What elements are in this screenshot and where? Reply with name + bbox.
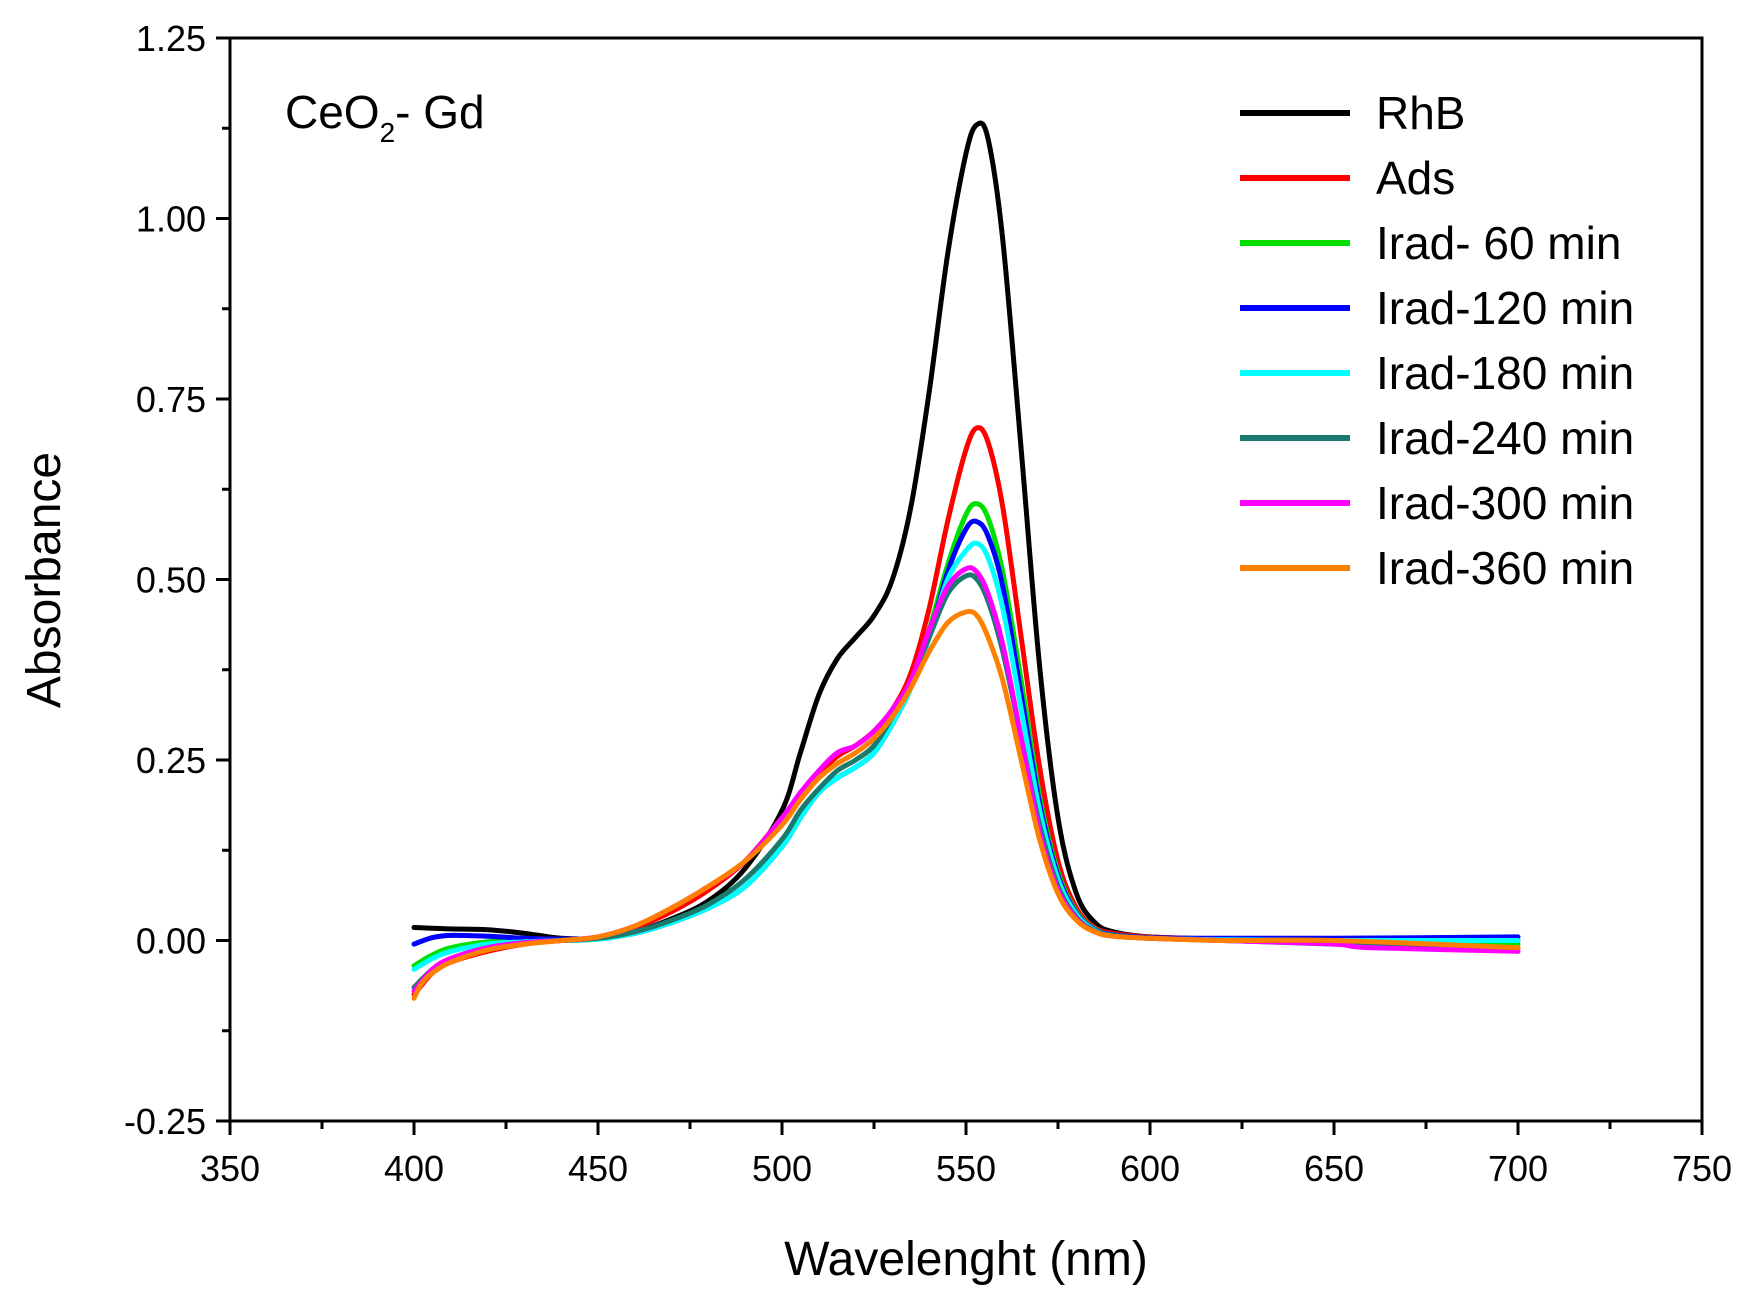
y-tick-label: 0.75: [136, 379, 206, 420]
y-tick-label: 1.00: [136, 199, 206, 240]
legend-label-irad-180-min: Irad-180 min: [1376, 347, 1634, 399]
legend-label-irad-60-min: Irad- 60 min: [1376, 217, 1621, 269]
y-tick-label: 0.50: [136, 560, 206, 601]
x-tick-label: 400: [384, 1148, 444, 1189]
legend-label-ads: Ads: [1376, 152, 1455, 204]
x-tick-label: 700: [1488, 1148, 1548, 1189]
y-tick-labels: -0.25 0.00 0.25 0.50 0.75 1.00 1.25: [124, 18, 206, 1142]
annotation-main: CeO: [285, 86, 380, 138]
legend-label-irad-120-min: Irad-120 min: [1376, 282, 1634, 334]
x-tick-label: 650: [1304, 1148, 1364, 1189]
y-tick-label: 0.00: [136, 921, 206, 962]
legend-label-irad-360-min: Irad-360 min: [1376, 542, 1634, 594]
axis-ticks: [216, 36, 1704, 1135]
x-tick-label: 600: [1120, 1148, 1180, 1189]
y-tick-label: -0.25: [124, 1101, 206, 1142]
x-tick-labels: 350 400 450 500 550 600 650 700 750: [200, 1148, 1732, 1189]
series-line-irad-360-min: [411, 608, 1521, 1001]
x-tick-label: 550: [936, 1148, 996, 1189]
x-axis-title: Wavelenght (nm): [784, 1233, 1148, 1286]
x-tick-label: 500: [752, 1148, 812, 1189]
annotation-rest: - Gd: [395, 86, 484, 138]
x-tick-label: 350: [200, 1148, 260, 1189]
y-axis-title: Absorbance: [18, 452, 71, 708]
annotation-subscript: 2: [380, 117, 396, 148]
legend-label-irad-300-min: Irad-300 min: [1376, 477, 1634, 529]
legend: RhB Ads Irad- 60 min Irad-120 min Irad-180 m…: [1240, 87, 1634, 594]
x-tick-label: 450: [568, 1148, 628, 1189]
sample-annotation: CeO2- Gd: [285, 86, 485, 148]
y-tick-label: 1.25: [136, 18, 206, 59]
x-tick-label: 750: [1672, 1148, 1732, 1189]
y-tick-label: 0.25: [136, 740, 206, 781]
legend-label-rhb: RhB: [1376, 87, 1465, 139]
series-lines: [411, 120, 1521, 1001]
legend-label-irad-240-min: Irad-240 min: [1376, 412, 1634, 464]
